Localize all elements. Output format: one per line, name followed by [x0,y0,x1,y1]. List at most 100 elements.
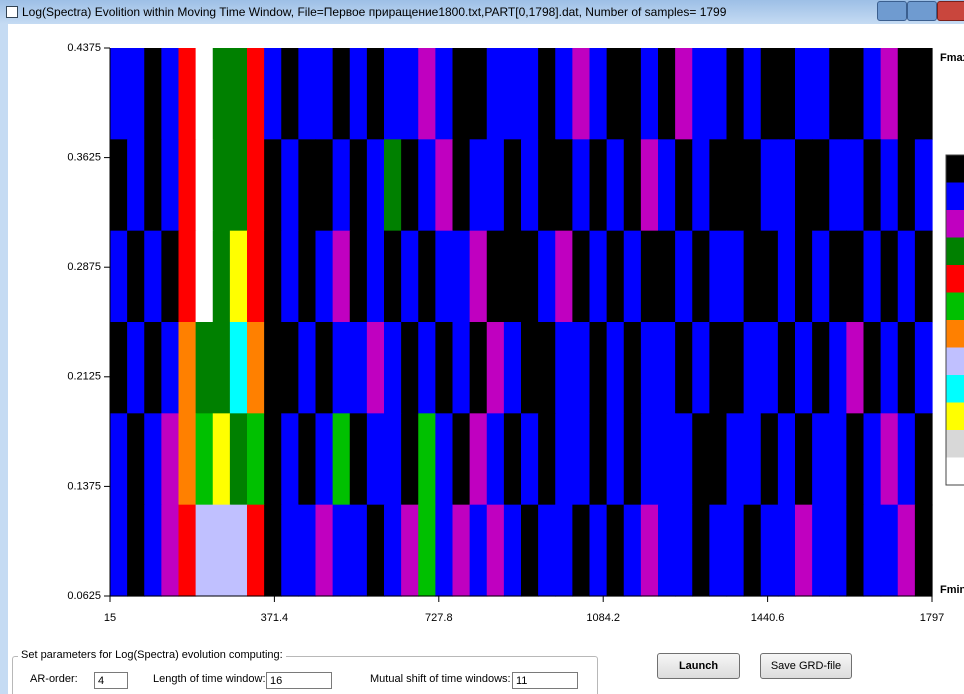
heatmap-cell [795,505,813,597]
heatmap-cell [470,231,488,323]
heatmap-cell [812,505,830,597]
heatmap-cell [778,505,796,597]
legend-min-label: Fmin [940,584,964,596]
heatmap-cell [247,505,265,597]
heatmap-cell [401,413,419,505]
heatmap-cell [179,231,197,323]
heatmap-cell [435,322,453,414]
heatmap-cell [675,505,693,597]
heatmap-cell [196,505,214,597]
group-label: Set parameters for Log(Spectra) evolutio… [18,649,286,661]
heatmap-cell [298,139,316,231]
heatmap-cell [144,139,162,231]
heatmap-cell [196,231,214,323]
heatmap-cell [761,322,779,414]
heatmap-cell [470,413,488,505]
chart: Fmax Fmin 0.06250.13750.21250.28750.3625… [0,0,964,694]
heatmap-cell [384,48,402,140]
heatmap-cell [864,231,882,323]
heatmap-cell [812,231,830,323]
heatmap-cell [607,322,625,414]
heatmap-cell [333,231,351,323]
heatmap-cell [864,505,882,597]
ar-order-label: AR-order: [30,673,78,685]
heatmap-cell [247,413,265,505]
heatmap-cell [795,322,813,414]
heatmap-cell [230,322,248,414]
heatmap-cell [384,322,402,414]
heatmap-cell [316,231,334,323]
heatmap-cell [110,48,128,140]
heatmap-cell [298,48,316,140]
heatmap-cell [213,505,231,597]
heatmap-cell [658,231,676,323]
heatmap-cell [264,231,282,323]
heatmap-cell [350,231,368,323]
heatmap-cell [778,322,796,414]
heatmap-cell [521,48,539,140]
heatmap-cell [179,322,197,414]
heatmap-cell [521,231,539,323]
heatmap-cell [367,322,385,414]
heatmap-cell [864,48,882,140]
heatmap-cell [110,231,128,323]
heatmap-cell [761,413,779,505]
heatmap-cell [298,413,316,505]
heatmap-cell [641,413,659,505]
heatmap-cell [744,139,762,231]
heatmap-cell [915,322,933,414]
heatmap-cell [864,322,882,414]
save-grd-button[interactable]: Save GRD-file [760,653,852,679]
heatmap-cell [316,48,334,140]
heatmap-cell [316,322,334,414]
heatmap-cell [367,48,385,140]
window-shift-input[interactable]: 11 [512,672,578,689]
heatmap-cell [846,139,864,231]
launch-button[interactable]: Launch [657,653,740,679]
heatmap-cell [521,505,539,597]
heatmap-cell [247,231,265,323]
heatmap-cell [110,322,128,414]
heatmap-cell [264,322,282,414]
heatmap-cell [504,139,522,231]
x-tick-label: 727.8 [425,612,453,624]
heatmap-cell [470,322,488,414]
heatmap-cell [898,505,916,597]
heatmap-cell [555,505,573,597]
heatmap-cell [538,231,556,323]
heatmap-cell [110,139,128,231]
heatmap-cell [144,505,162,597]
heatmap-cell [521,413,539,505]
heatmap-cell [898,413,916,505]
heatmap-cell [555,413,573,505]
heatmap-cell [881,48,899,140]
window-length-input[interactable]: 16 [266,672,332,689]
heatmap-cell [692,413,710,505]
heatmap-cell [110,413,128,505]
heatmap-cell [881,505,899,597]
heatmap-cell [864,413,882,505]
heatmap-cell [418,231,436,323]
heatmap-cell [230,505,248,597]
heatmap-cell [846,322,864,414]
heatmap-cell [572,139,590,231]
legend-swatch [946,293,964,321]
heatmap-cell [298,231,316,323]
heatmap-cell [333,139,351,231]
heatmap-cell [418,139,436,231]
ar-order-input[interactable]: 4 [94,672,128,689]
heatmap-cell [298,322,316,414]
legend-swatch [946,183,964,211]
heatmap-cell [418,48,436,140]
heatmap-cell [572,322,590,414]
heatmap-cell [744,231,762,323]
heatmap-cell [624,139,642,231]
heatmap-cell [487,231,505,323]
heatmap-cell [316,139,334,231]
heatmap-cell [453,413,471,505]
heatmap-cell [692,139,710,231]
heatmap-cell [213,413,231,505]
heatmap-cell [435,413,453,505]
heatmap-cell [384,505,402,597]
heatmap-cell [384,139,402,231]
